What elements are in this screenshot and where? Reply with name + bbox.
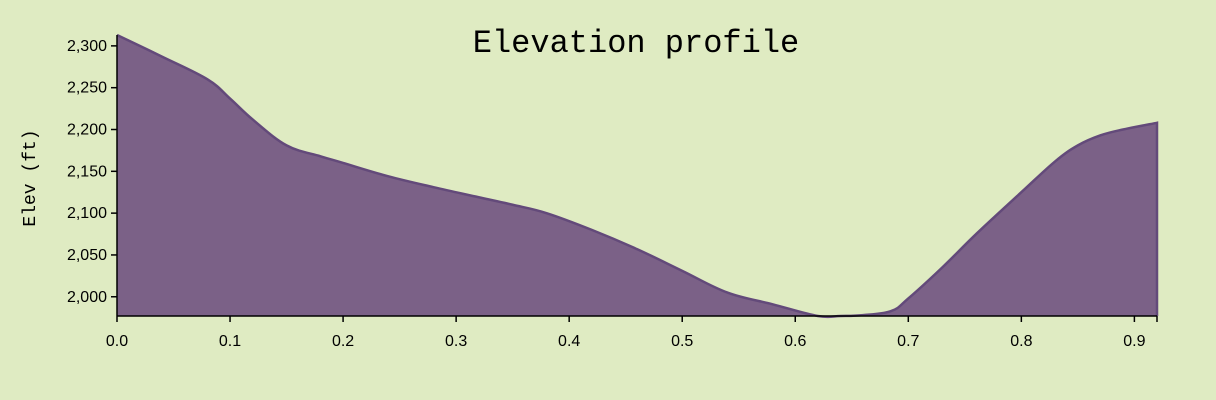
x-tick-label: 0.8 [1010, 333, 1032, 350]
x-axis-ticks: 0.0 0.1 0.2 0.3 0.4 0.5 0.6 0.7 0.8 0.9 [106, 316, 1158, 350]
y-tick-label: 2,050 [67, 247, 107, 264]
x-tick-label: 0.9 [1123, 333, 1145, 350]
x-tick-label: 0.0 [106, 333, 128, 350]
x-tick-label: 0.7 [897, 333, 919, 350]
area-layer [116, 33, 1159, 319]
axes-layer [116, 35, 1157, 317]
x-tick-label: 0.5 [671, 333, 693, 350]
elevation-area-fill [117, 35, 1157, 317]
y-tick-label: 2,150 [67, 163, 107, 180]
x-tick-label: 0.4 [558, 333, 580, 350]
x-tick-label: 0.2 [332, 333, 354, 350]
y-tick-label: 2,250 [67, 80, 107, 97]
chart-title: Elevation profile [473, 25, 799, 62]
y-tick-label: 2,100 [67, 205, 107, 222]
y-tick-label: 2,300 [67, 38, 107, 55]
y-axis-title: Elev (ft) [21, 129, 41, 226]
x-tick-label: 0.6 [784, 333, 806, 350]
y-tick-label: 2,000 [67, 289, 107, 306]
x-tick-label: 0.3 [445, 333, 467, 350]
y-axis-ticks: 2,000 2,050 2,100 2,150 2,200 2,250 2,300 [67, 38, 117, 306]
elevation-area-line [116, 33, 1159, 319]
x-tick-label: 0.1 [219, 333, 241, 350]
y-tick-label: 2,200 [67, 122, 107, 139]
